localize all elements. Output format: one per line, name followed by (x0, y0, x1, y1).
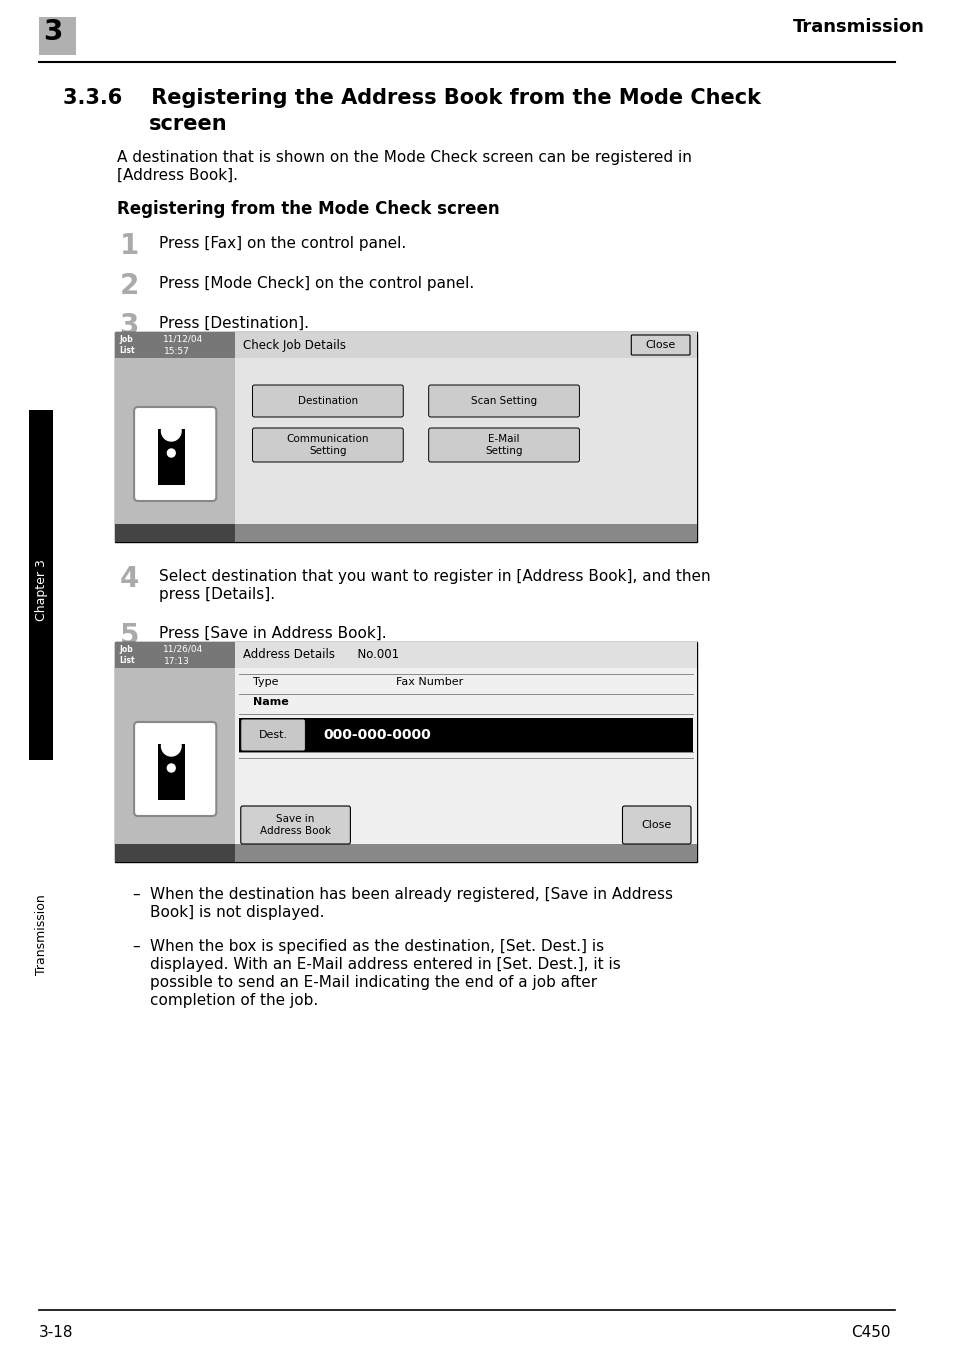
Text: When the destination has been already registered, [Save in Address: When the destination has been already re… (150, 887, 672, 902)
Text: Transmission: Transmission (34, 895, 48, 975)
Text: 17:13: 17:13 (164, 657, 190, 665)
FancyBboxPatch shape (240, 719, 305, 750)
Text: C450: C450 (851, 1325, 890, 1340)
FancyBboxPatch shape (621, 806, 690, 844)
Bar (115, 642, 234, 863)
Text: Select destination that you want to register in [Address Book], and then: Select destination that you want to regi… (158, 569, 709, 584)
Text: Chapter 3: Chapter 3 (34, 560, 48, 621)
Text: Transmission: Transmission (792, 18, 923, 37)
Text: press [Details].: press [Details]. (158, 587, 274, 602)
Text: 1: 1 (119, 233, 138, 260)
Circle shape (167, 764, 175, 772)
Bar (234, 333, 696, 358)
Text: 11/26/04: 11/26/04 (162, 645, 202, 653)
Bar (115, 642, 696, 863)
Text: Press [Mode Check] on the control panel.: Press [Mode Check] on the control panel. (158, 276, 474, 291)
Bar (238, 718, 692, 752)
Text: 15:57: 15:57 (164, 346, 190, 356)
Text: 5: 5 (119, 622, 139, 650)
Text: 11/12/04: 11/12/04 (162, 334, 202, 343)
FancyBboxPatch shape (428, 385, 578, 416)
Circle shape (164, 761, 178, 775)
Text: Press [Fax] on the control panel.: Press [Fax] on the control panel. (158, 237, 405, 251)
Bar (115, 642, 234, 668)
Text: screen: screen (149, 114, 227, 134)
FancyBboxPatch shape (253, 385, 403, 416)
Circle shape (167, 449, 175, 457)
Text: 3: 3 (119, 312, 138, 339)
Text: Job
List: Job List (119, 645, 135, 665)
Text: displayed. With an E-Mail address entered in [Set. Dest.], it is: displayed. With an E-Mail address entere… (150, 957, 619, 972)
Circle shape (164, 446, 178, 460)
Bar (234, 844, 696, 863)
Text: [Address Book].: [Address Book]. (117, 168, 238, 183)
Bar (115, 333, 696, 542)
Text: 2: 2 (119, 272, 138, 300)
Text: Press [Save in Address Book].: Press [Save in Address Book]. (158, 626, 386, 641)
FancyBboxPatch shape (631, 335, 689, 356)
Text: Press [Destination].: Press [Destination]. (158, 316, 308, 331)
Bar (115, 525, 234, 542)
Text: A destination that is shown on the Mode Check screen can be registered in: A destination that is shown on the Mode … (117, 150, 692, 165)
Text: 3: 3 (43, 18, 62, 46)
FancyBboxPatch shape (134, 407, 216, 502)
Text: Fax Number: Fax Number (396, 677, 463, 687)
FancyBboxPatch shape (134, 722, 216, 817)
Text: completion of the job.: completion of the job. (150, 992, 317, 1009)
Text: Address Details      No.001: Address Details No.001 (242, 649, 398, 661)
Bar (234, 642, 696, 863)
Bar (234, 642, 696, 668)
Circle shape (161, 735, 181, 756)
Text: 3.3.6    Registering the Address Book from the Mode Check: 3.3.6 Registering the Address Book from … (63, 88, 760, 108)
Bar (234, 333, 696, 542)
Text: Scan Setting: Scan Setting (471, 396, 537, 406)
Bar (39, 18, 76, 55)
Text: 3-18: 3-18 (39, 1325, 73, 1340)
Text: When the box is specified as the destination, [Set. Dest.] is: When the box is specified as the destina… (150, 940, 603, 955)
Bar (157, 744, 185, 800)
Text: Save in
Address Book: Save in Address Book (260, 814, 331, 836)
Text: Name: Name (253, 698, 288, 707)
Text: Dest.: Dest. (258, 730, 288, 740)
Text: Close: Close (645, 339, 675, 350)
Bar (115, 333, 234, 358)
Bar (234, 525, 696, 542)
Text: Book] is not displayed.: Book] is not displayed. (150, 904, 324, 919)
Bar (30, 410, 52, 760)
Text: Check Job Details: Check Job Details (242, 338, 345, 352)
Text: –: – (132, 940, 139, 955)
Bar (30, 771, 52, 1080)
Bar (157, 429, 185, 485)
Text: Destination: Destination (297, 396, 357, 406)
Bar (115, 844, 234, 863)
Text: possible to send an E-Mail indicating the end of a job after: possible to send an E-Mail indicating th… (150, 975, 597, 990)
Text: Communication
Setting: Communication Setting (286, 434, 369, 456)
FancyBboxPatch shape (240, 806, 350, 844)
FancyBboxPatch shape (428, 429, 578, 462)
Text: Type: Type (253, 677, 277, 687)
Text: 000-000-0000: 000-000-0000 (323, 727, 431, 742)
Circle shape (161, 420, 181, 441)
Text: Close: Close (641, 821, 671, 830)
Text: Job
List: Job List (119, 335, 135, 354)
Text: –: – (132, 887, 139, 902)
FancyBboxPatch shape (253, 429, 403, 462)
Bar (115, 333, 234, 542)
Text: 4: 4 (119, 565, 138, 594)
Text: Registering from the Mode Check screen: Registering from the Mode Check screen (117, 200, 499, 218)
Text: E-Mail
Setting: E-Mail Setting (485, 434, 522, 456)
